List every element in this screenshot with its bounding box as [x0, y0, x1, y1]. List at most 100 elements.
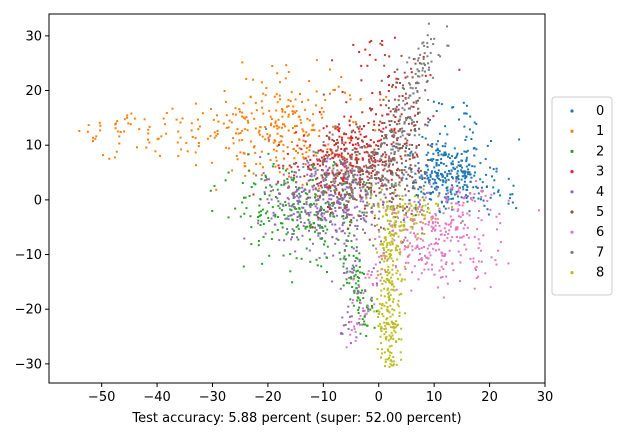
- data-point: [455, 179, 458, 182]
- data-point: [296, 211, 299, 214]
- data-point: [397, 305, 400, 308]
- data-point: [324, 218, 327, 221]
- data-point: [392, 192, 395, 195]
- data-point: [393, 121, 396, 124]
- data-point: [364, 146, 366, 149]
- data-point: [362, 125, 365, 128]
- data-point: [262, 92, 265, 95]
- data-point: [463, 125, 466, 128]
- data-point: [404, 261, 407, 264]
- data-point: [358, 51, 361, 53]
- data-point: [353, 327, 356, 330]
- data-point: [308, 204, 311, 207]
- data-point: [404, 92, 407, 95]
- data-point: [448, 229, 451, 232]
- data-point: [406, 184, 409, 187]
- data-point: [427, 179, 430, 182]
- data-point: [344, 171, 347, 174]
- data-point: [408, 207, 411, 210]
- data-point: [393, 153, 396, 156]
- data-point: [371, 170, 374, 172]
- data-point: [392, 133, 395, 136]
- data-point: [475, 185, 478, 188]
- data-point: [307, 179, 310, 182]
- data-point: [391, 130, 394, 133]
- data-point: [385, 338, 388, 341]
- data-point: [399, 135, 402, 138]
- data-point: [438, 177, 440, 180]
- data-point: [366, 186, 369, 189]
- data-point: [438, 248, 441, 251]
- data-point: [386, 244, 389, 247]
- data-point: [283, 179, 286, 182]
- data-point: [428, 198, 431, 201]
- data-point: [388, 163, 391, 166]
- data-point: [460, 169, 463, 172]
- data-point: [372, 151, 375, 154]
- data-point: [385, 318, 388, 321]
- data-point: [391, 268, 394, 271]
- data-point: [352, 278, 355, 281]
- data-point: [451, 184, 453, 187]
- data-point: [370, 191, 372, 194]
- data-point: [370, 223, 373, 226]
- data-point: [268, 254, 271, 257]
- data-point: [268, 194, 271, 197]
- data-point: [426, 177, 429, 180]
- data-point: [252, 78, 255, 81]
- data-point: [397, 136, 399, 139]
- data-point: [384, 228, 387, 231]
- data-point: [456, 176, 459, 179]
- data-point: [368, 143, 371, 146]
- data-point: [332, 125, 335, 128]
- data-point: [348, 137, 351, 140]
- data-point: [404, 97, 407, 100]
- data-point: [391, 172, 394, 174]
- data-point: [275, 124, 278, 127]
- data-point: [277, 164, 280, 167]
- data-point: [444, 263, 447, 266]
- data-point: [450, 197, 453, 200]
- data-point: [380, 188, 383, 191]
- data-point: [312, 113, 315, 116]
- data-point: [281, 109, 284, 112]
- data-point: [404, 103, 407, 106]
- data-point: [355, 178, 358, 181]
- data-point: [354, 330, 357, 333]
- data-point: [416, 120, 419, 123]
- data-point: [381, 175, 384, 178]
- data-point: [343, 193, 346, 196]
- data-point: [281, 203, 284, 206]
- data-point: [317, 189, 319, 192]
- data-point: [411, 249, 414, 252]
- data-point: [385, 184, 388, 187]
- data-point: [409, 116, 412, 118]
- data-point: [399, 225, 402, 228]
- data-point: [450, 187, 453, 190]
- data-point: [401, 278, 404, 281]
- data-point: [404, 188, 406, 191]
- data-point: [292, 112, 294, 115]
- data-point: [197, 142, 200, 144]
- data-point: [290, 178, 293, 181]
- data-point: [428, 251, 431, 254]
- data-point: [391, 308, 394, 311]
- data-point: [243, 128, 246, 131]
- data-point: [268, 220, 271, 222]
- data-point: [410, 289, 413, 292]
- data-point: [364, 276, 367, 279]
- data-point: [432, 191, 434, 194]
- data-point: [289, 208, 292, 211]
- data-point: [364, 289, 367, 292]
- data-point: [334, 192, 337, 195]
- data-point: [260, 100, 263, 103]
- data-point: [369, 166, 372, 169]
- data-point: [468, 210, 471, 213]
- data-point: [409, 94, 412, 97]
- data-point: [269, 184, 272, 187]
- data-point: [441, 183, 444, 186]
- data-point: [391, 243, 394, 246]
- data-point: [354, 224, 357, 227]
- data-point: [329, 213, 332, 216]
- data-point: [417, 201, 420, 204]
